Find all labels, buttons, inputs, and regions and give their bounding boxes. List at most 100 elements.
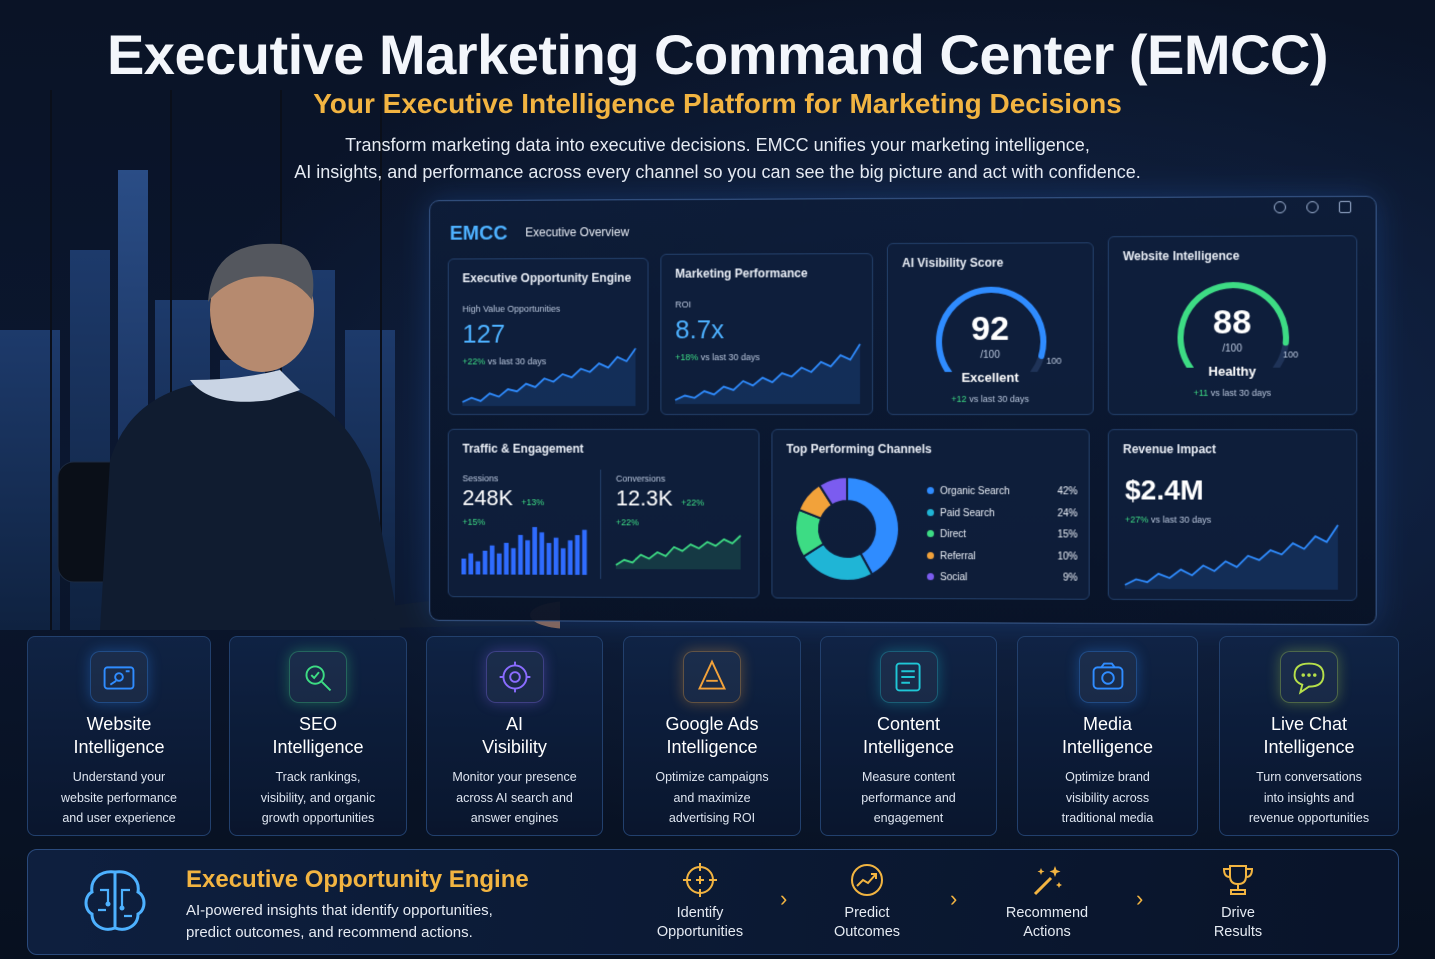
feature-description: Track rankings, visibility, and organic gr…: [240, 767, 396, 829]
legend-dot: [927, 487, 934, 494]
feature-card[interactable]: Media Intelligence Optimize brand visibili…: [1017, 636, 1198, 836]
feature-desc-line: website performance: [38, 788, 200, 809]
opportunity-engine-bar: Executive Opportunity Engine AI-powered …: [27, 849, 1399, 955]
sessions-bar-chart: [460, 527, 588, 575]
feature-title-line: Website: [32, 713, 206, 736]
step-label: Drive: [1173, 904, 1303, 923]
sessions-delta-secondary: +15%: [462, 517, 485, 527]
feature-title: SEO Intelligence: [234, 713, 402, 759]
sessions-bar: [511, 548, 516, 574]
sessions-bar: [518, 535, 523, 575]
chevron-right-icon: ›: [1136, 886, 1143, 912]
feature-desc-line: Understand your: [38, 767, 200, 788]
feature-title-line: Intelligence: [628, 736, 796, 759]
sessions-bar: [539, 532, 544, 574]
feature-desc-line: into insights and: [1230, 788, 1388, 809]
card-title: Executive Opportunity Engine: [462, 271, 631, 285]
sparkline-area: [1125, 525, 1338, 590]
conversions-delta-secondary: +22%: [616, 517, 639, 527]
website-intelligence-card[interactable]: Website Intelligence 88 /100 100 Healthy…: [1108, 235, 1357, 415]
feature-desc-line: traditional media: [1028, 808, 1187, 829]
sessions-bar: [483, 551, 488, 575]
opportunity-sparkline: [460, 342, 637, 406]
feature-title-line: Live Chat: [1224, 713, 1394, 736]
engine-desc-line: AI-powered insights that identify opport…: [186, 900, 546, 922]
step-predict-outcomes[interactable]: Predict Outcomes: [802, 862, 932, 903]
sessions-bar: [554, 538, 559, 575]
tab-executive-overview[interactable]: Executive Overview: [525, 225, 629, 239]
gauge-out-of: /100: [1109, 343, 1356, 354]
feature-desc-line: visibility, and organic: [240, 788, 396, 809]
chevron-right-icon: ›: [950, 886, 957, 912]
feature-title-line: SEO: [234, 713, 402, 736]
feature-card[interactable]: Google Ads Intelligence Optimize campaign…: [623, 636, 801, 836]
feature-desc-line: visibility across: [1028, 788, 1187, 809]
step-label: Predict: [802, 904, 932, 923]
feature-desc-line: and user experience: [38, 808, 200, 829]
feature-desc-line: revenue opportunities: [1230, 808, 1388, 829]
feature-desc-line: growth opportunities: [240, 808, 396, 829]
feature-desc-line: advertising ROI: [634, 808, 790, 829]
feature-title-line: Intelligence: [825, 736, 992, 759]
feature-desc-line: and maximize: [634, 788, 790, 809]
engine-desc-line: predict outcomes, and recommend actions.: [186, 922, 546, 944]
revenue-impact-card[interactable]: Revenue Impact $2.4M +27% vs last 30 day…: [1108, 429, 1357, 601]
zoom-icon[interactable]: [1274, 201, 1286, 213]
gauge-score: 92: [888, 310, 1093, 349]
legend-item: Referral 10%: [927, 551, 1078, 563]
divider: [600, 470, 601, 579]
crosshair-icon: [682, 862, 718, 898]
traffic-engagement-card[interactable]: Traffic & Engagement Sessions 248K +13% …: [448, 429, 760, 599]
feature-desc-line: across AI search and: [437, 788, 592, 809]
legend-item: Organic Search 42%: [927, 486, 1078, 497]
marketing-sparkline: [673, 338, 862, 404]
sessions-bar: [525, 540, 530, 574]
card-title: Marketing Performance: [675, 266, 807, 280]
conversions-delta: +22%: [681, 498, 704, 508]
step-recommend-actions[interactable]: Recommend Actions: [982, 862, 1112, 903]
sessions-bar: [532, 527, 537, 575]
sessions-bar: [476, 561, 481, 574]
marketing-performance-card[interactable]: Marketing Performance ROI 8.7x +18% vs l…: [660, 253, 873, 415]
legend-dot: [927, 552, 934, 559]
conversions-sparkline: [614, 529, 743, 569]
ai-target-icon: [486, 651, 544, 703]
media-icon: [1079, 651, 1137, 703]
expand-icon[interactable]: [1339, 201, 1351, 213]
card-title: AI Visibility Score: [902, 256, 1003, 270]
feature-title-line: Intelligence: [1224, 736, 1394, 759]
step-label: Actions: [982, 923, 1112, 942]
dashboard-brand: EMCC: [450, 223, 508, 246]
step-identify-opportunities[interactable]: Identify Opportunities: [635, 862, 765, 903]
sessions-bar: [469, 553, 474, 574]
feature-title: Google Ads Intelligence: [628, 713, 796, 759]
conversions-label: Conversions: [616, 474, 665, 484]
feature-card[interactable]: Live Chat Intelligence Turn conversations…: [1219, 636, 1399, 836]
step-label: Identify: [635, 904, 765, 923]
feature-title: Website Intelligence: [32, 713, 206, 759]
opportunity-card[interactable]: Executive Opportunity Engine High Value …: [448, 258, 649, 415]
feature-title-line: AI: [431, 713, 598, 736]
feature-description: Optimize brand visibility across tradition…: [1028, 767, 1187, 829]
feature-card[interactable]: Website Intelligence Understand your websi…: [27, 636, 211, 836]
legend-label: Paid Search: [940, 508, 995, 519]
card-title: Website Intelligence: [1123, 249, 1240, 263]
website-icon: [90, 651, 148, 703]
feature-title-line: Visibility: [431, 736, 598, 759]
engine-description: AI-powered insights that identify opport…: [186, 900, 546, 944]
feature-card[interactable]: Content Intelligence Measure content perfo…: [820, 636, 997, 836]
feature-card[interactable]: SEO Intelligence Track rankings, visibilit…: [229, 636, 407, 836]
ads-icon: [683, 651, 741, 703]
legend-label: Social: [940, 572, 967, 583]
sessions-bar: [547, 543, 552, 575]
description-line: Transform marketing data into executive …: [0, 132, 1435, 159]
feature-card[interactable]: AI Visibility Monitor your presence across…: [426, 636, 603, 836]
feature-description: Turn conversations into insights and reven…: [1230, 767, 1388, 829]
ai-visibility-card[interactable]: AI Visibility Score 92 /100 100 Excellen…: [887, 242, 1094, 415]
top-channels-card[interactable]: Top Performing Channels Organic Search 42…: [771, 429, 1089, 600]
step-drive-results[interactable]: Drive Results: [1173, 862, 1303, 903]
feature-title-line: Google Ads: [628, 713, 796, 736]
info-icon[interactable]: [1306, 201, 1318, 213]
feature-desc-line: Measure content: [831, 767, 986, 788]
feature-desc-line: engagement: [831, 808, 986, 829]
